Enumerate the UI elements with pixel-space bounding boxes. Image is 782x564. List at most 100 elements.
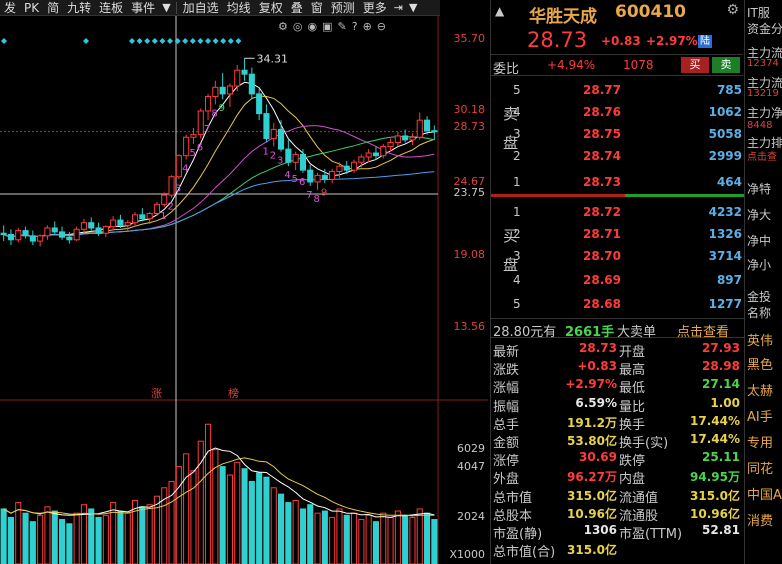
volume-bar: [15, 502, 22, 564]
stock-header: ▲ 华胜天成 600410 ⚙ 28.73 +0.83 +2.97% 陆: [491, 0, 743, 54]
bid-volume: 4232: [708, 205, 742, 219]
volume-bar: [365, 514, 372, 564]
toolbar-item-overlay[interactable]: 叠: [290, 0, 303, 15]
toolbar-item-pk[interactable]: PK: [24, 0, 40, 15]
td-count-down: 3: [277, 156, 283, 167]
toolbar-item-window[interactable]: 窗: [310, 0, 323, 15]
stat-label: 总市值(合): [493, 545, 556, 561]
candle-body: [423, 119, 431, 132]
stat-label: 最高: [619, 363, 646, 379]
view-details-link[interactable]: 点击查看: [677, 325, 730, 340]
expand-right-icon[interactable]: ⇥: [393, 1, 403, 14]
toolbar-item-ma[interactable]: 均线: [226, 0, 251, 15]
compare-icon[interactable]: ◎: [292, 20, 303, 33]
strip-item[interactable]: 同花: [747, 462, 774, 477]
stat-label: 涨幅: [493, 381, 520, 397]
ask-row[interactable]: 2 28.74 2999: [491, 146, 744, 166]
td-count-down: 1: [262, 147, 268, 158]
bid-row[interactable]: 1 28.72 4232: [491, 202, 744, 222]
candle-body: [22, 230, 29, 237]
candle-body: [277, 128, 285, 150]
toolbar-item-jiuzhuan[interactable]: 九转: [67, 0, 92, 15]
ask-row[interactable]: 5 28.77 785: [491, 80, 744, 100]
dropdown-arrow-icon[interactable]: ▼: [162, 1, 171, 14]
volume-bar: [307, 504, 314, 564]
bid-level: 1: [513, 205, 521, 219]
toolbar-item-fa[interactable]: 发: [4, 0, 17, 15]
stat-label: 总市值: [493, 490, 533, 506]
strip-item[interactable]: 太赫: [747, 384, 774, 399]
toolbar-item-fuquan[interactable]: 复权: [258, 0, 283, 15]
order-ratio-value: +4.94%: [547, 58, 596, 72]
bid-row[interactable]: 5 28.68 1277: [491, 294, 744, 314]
candle-body: [183, 136, 190, 157]
buy-button[interactable]: 买: [681, 57, 709, 73]
zoom-out-icon[interactable]: ⊖: [376, 20, 386, 33]
bid-row[interactable]: 2 28.71 1326: [491, 224, 744, 244]
zoom-in-icon[interactable]: ⊕: [362, 20, 372, 33]
lock-icon[interactable]: ▣: [322, 20, 333, 33]
strip-item: 8448: [747, 120, 773, 131]
volume-ma5-line: [3, 447, 435, 518]
strip-item[interactable]: 消费: [747, 514, 774, 529]
stat-label: 市盈(静): [493, 527, 543, 542]
toolbar-item-shijian[interactable]: 事件: [131, 0, 156, 15]
td-count-up: 5: [189, 148, 195, 159]
toolbar-item-forecast[interactable]: 预测: [330, 0, 355, 15]
edit-icon[interactable]: ✎: [337, 20, 347, 33]
kline-svg[interactable]: 34.3112345 678 91 2 34 5 67 89涨榜: [0, 16, 488, 564]
ask-level: 2: [513, 149, 521, 163]
ma10-line: [3, 95, 435, 238]
candle-body: [124, 222, 131, 226]
strip-item[interactable]: 中国A: [747, 488, 782, 503]
kline-chart[interactable]: 34.31 1 2 3 4 5 6 7 8 9 1 2 3 4 5 6 7 8 9 涨榜 ⚙ ◎ ◉ ▣ ✎ ? ⊕ …: [0, 16, 488, 564]
stat-value: 53.80亿: [567, 434, 617, 448]
candle-body: [358, 156, 365, 163]
sell-button[interactable]: 卖: [712, 57, 740, 73]
strip-item[interactable]: 专用: [747, 436, 774, 451]
candle-body: [190, 134, 197, 138]
settings-icon[interactable]: ⚙: [278, 20, 288, 33]
help-icon[interactable]: ?: [351, 20, 358, 33]
ask-level: 1: [513, 175, 521, 189]
ask-price: 28.77: [583, 83, 621, 97]
candle-body: [350, 161, 358, 171]
toolbar-item-lianban[interactable]: 连板: [99, 0, 124, 15]
strip-item[interactable]: 黑色: [747, 358, 774, 373]
bid-row[interactable]: 3 28.70 3714: [491, 246, 744, 266]
candle-body: [44, 227, 51, 237]
ask-row[interactable]: 4 28.76 1062: [491, 102, 744, 122]
volume-bar: [51, 510, 58, 564]
candle-body: [29, 235, 36, 242]
volume-bar: [277, 493, 285, 564]
ask-row[interactable]: 1 28.73 464: [491, 172, 744, 192]
candle-body: [292, 153, 299, 163]
dropdown-arrow-icon[interactable]: ▼: [408, 1, 418, 14]
candle-body: [372, 152, 380, 157]
td-count-down: 8: [314, 194, 320, 205]
td-count-down: 9: [321, 187, 327, 198]
signal-diamond: [182, 38, 189, 44]
eye-icon[interactable]: ◉: [307, 20, 318, 33]
strip-item: 金投: [747, 290, 772, 304]
stat-value: 27.93: [702, 341, 740, 355]
gear-icon[interactable]: ⚙: [726, 2, 739, 18]
chevron-up-icon[interactable]: ▲: [495, 4, 505, 18]
signal-diamond: [189, 38, 196, 44]
volume-bar: [183, 453, 190, 564]
toolbar-item-jian[interactable]: 简: [47, 0, 60, 15]
candle-body: [7, 234, 15, 241]
toolbar-item-add-watchlist[interactable]: 加自选: [182, 0, 219, 15]
td-count-down: 2: [270, 150, 276, 161]
ask-row[interactable]: 3 28.75 5058: [491, 124, 744, 144]
side-info-strip: IT服 资金分 主力流 12374 主力流 13219 主力净 8448 主力排 点击查 净特 净大净…: [744, 0, 782, 564]
stat-label: 外盘: [493, 472, 520, 488]
candle-body: [256, 93, 263, 115]
stat-value: 191.2万: [567, 415, 617, 430]
strip-item[interactable]: 英伟: [747, 334, 774, 349]
strip-item[interactable]: AI手: [747, 410, 773, 425]
bid-row[interactable]: 4 28.69 897: [491, 270, 744, 290]
volume-bar: [168, 480, 175, 564]
volume-bar: [234, 461, 241, 564]
toolbar-item-more[interactable]: 更多: [362, 0, 387, 15]
